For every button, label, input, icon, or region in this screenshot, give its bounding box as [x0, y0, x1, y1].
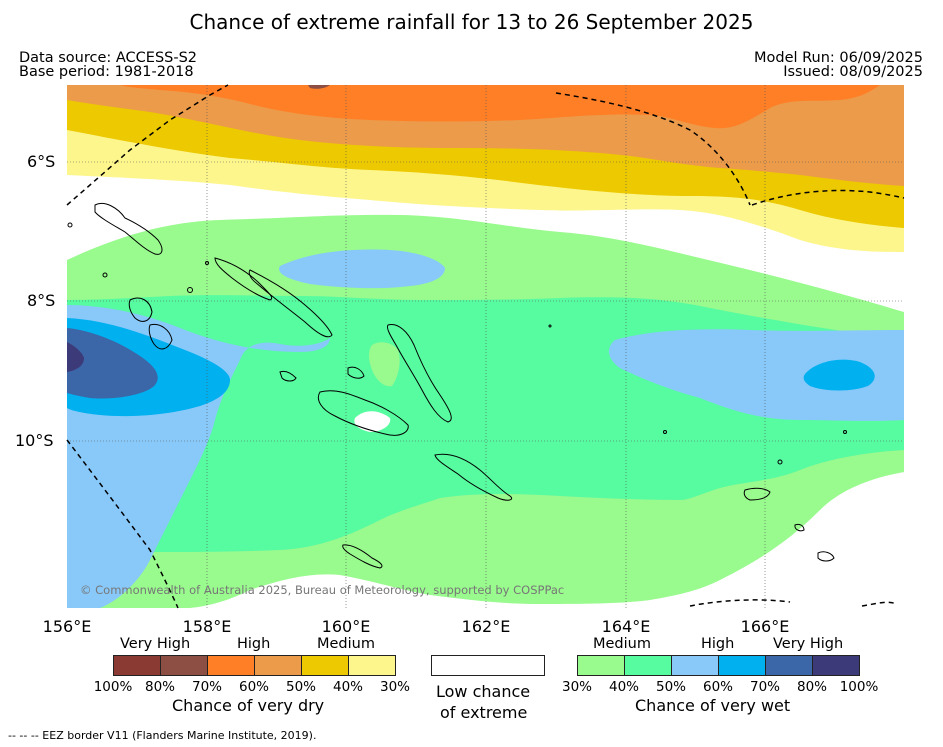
- legend-wet-group-high: High: [701, 636, 735, 652]
- chart-title: Chance of extreme rainfall for 13 to 26 …: [189, 10, 754, 34]
- new-georgia-island: [128, 297, 153, 322]
- legend-dry-tick-3: 60%: [238, 679, 270, 695]
- islands: [67, 203, 847, 569]
- legend-wet-tick-2: 50%: [655, 679, 687, 695]
- santa-cruz-island: [743, 487, 771, 501]
- legend-wet-swatch-2: [671, 655, 719, 676]
- data-source: Data source: ACCESS-S2: [19, 50, 198, 66]
- legend-wet-tick-5: 80%: [796, 679, 828, 695]
- new-georgia-island-2: [148, 323, 173, 350]
- wet-70-80-band-west: [67, 328, 158, 399]
- vanikoro-island: [817, 551, 835, 562]
- legend-wet-swatch-1: [624, 655, 672, 676]
- choiseul-island: [214, 257, 273, 301]
- bougainville-island: [94, 203, 163, 255]
- legend-wet-tick-4: 70%: [749, 679, 781, 695]
- legend-wet-caption: Chance of very wet: [635, 696, 791, 715]
- legend-dry-swatch-5: [348, 655, 396, 676]
- legend-wet-group-very-high: Very High: [773, 636, 844, 652]
- makira-island: [434, 453, 513, 501]
- graticule: [67, 85, 904, 608]
- nggela-island: [347, 366, 365, 379]
- malaita-island: [387, 323, 452, 423]
- copyright-notice: © Commonwealth of Australia 2025, Bureau…: [80, 583, 564, 597]
- lat-label-10s: 10°S: [15, 431, 54, 450]
- legend-dry-tick-6: 30%: [379, 679, 411, 695]
- legend-dry-swatch-4: [301, 655, 349, 676]
- wet-50-60-band-north: [279, 249, 445, 289]
- legend-wet-swatch-3: [718, 655, 766, 676]
- santa-isabel-island: [248, 269, 333, 338]
- lon-label-160e: 160°E: [322, 617, 371, 636]
- legend-dry-tick-5: 40%: [332, 679, 364, 695]
- eez-footnote: -- -- -- EEZ border V11 (Flanders Marine…: [8, 729, 317, 742]
- issued-date: Issued: 08/09/2025: [783, 64, 923, 80]
- legend-wet-swatch-5: [812, 655, 860, 676]
- wet-60-70-patch-east: [803, 359, 875, 391]
- rennell-island: [342, 544, 383, 569]
- legend-dry-swatch-2: [207, 655, 255, 676]
- legend-dry-tick-4: 50%: [285, 679, 317, 695]
- lon-label-158e: 158°E: [183, 617, 232, 636]
- legend-wet-tick-0: 30%: [561, 679, 593, 695]
- low-chance-patch: [354, 411, 391, 432]
- wet-50-60-band-east: [608, 329, 904, 421]
- legend-wet-group-medium: Medium: [593, 636, 651, 652]
- legend-wet-swatch-4: [765, 655, 813, 676]
- russell-island: [279, 371, 297, 382]
- eez-border: [66, 84, 905, 609]
- legend-dry-group-very-high: Very High: [120, 636, 191, 652]
- legend-dry-group-medium: Medium: [317, 636, 375, 652]
- legend-dry-group-high: High: [237, 636, 271, 652]
- legend-low-caption-1: Low chance: [436, 682, 531, 701]
- dry-60-70-band: [120, 85, 880, 129]
- legend-low-chance-swatch: [431, 655, 545, 676]
- legend-dry-swatch-0: [113, 655, 161, 676]
- lon-label-162e: 162°E: [462, 617, 511, 636]
- legend-wet-tick-1: 40%: [608, 679, 640, 695]
- legend-dry-swatch-3: [254, 655, 302, 676]
- wet-30-40-patch-center: [369, 342, 400, 387]
- legend-low-caption-2: of extreme: [440, 703, 528, 722]
- legend-dry-swatch-1: [160, 655, 208, 676]
- dry-70-80-patch: [308, 85, 330, 89]
- legend-wet-swatch-0: [577, 655, 625, 676]
- lat-label-8s: 8°S: [27, 291, 55, 310]
- guadalcanal-island: [317, 390, 409, 436]
- legend-wet-tick-3: 60%: [702, 679, 734, 695]
- legend-wet-tick-6: 100%: [839, 679, 879, 695]
- legend-dry-caption: Chance of very dry: [172, 696, 325, 715]
- model-run: Model Run: 06/09/2025: [753, 50, 923, 66]
- lat-label-6s: 6°S: [27, 152, 55, 171]
- wet-80-100-patch-west: [67, 342, 84, 372]
- lon-label-166e: 166°E: [741, 617, 790, 636]
- lon-label-156e: 156°E: [43, 617, 92, 636]
- lon-label-164e: 164°E: [602, 617, 651, 636]
- utupua-island: [794, 523, 805, 532]
- legend-dry-tick-0: 100%: [93, 679, 133, 695]
- legend-dry-tick-1: 80%: [144, 679, 176, 695]
- base-period: Base period: 1981-2018: [19, 64, 194, 80]
- legend-dry-tick-2: 70%: [191, 679, 223, 695]
